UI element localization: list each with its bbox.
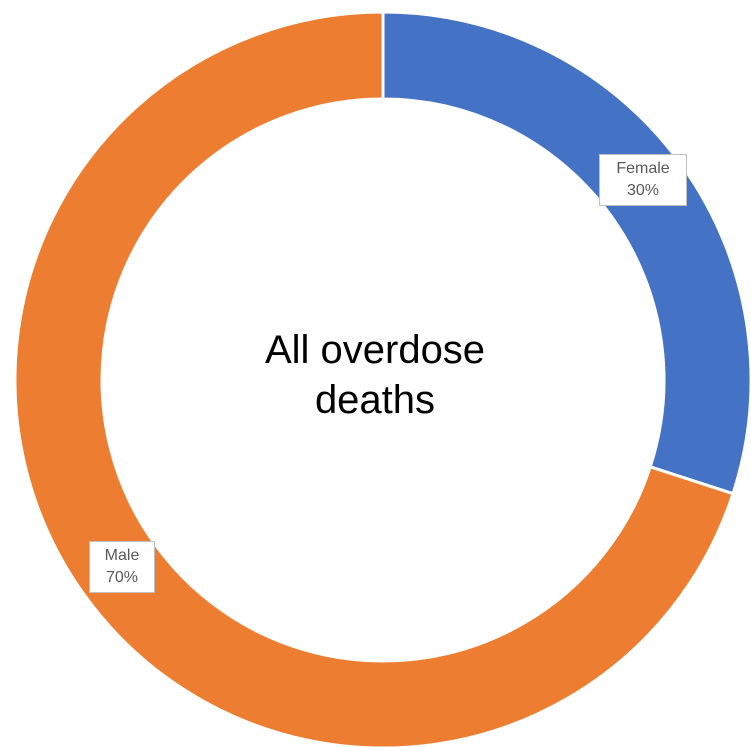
data-label-male: Male 70% <box>89 541 155 593</box>
data-label-male-percent: 70% <box>105 569 139 586</box>
data-label-female: Female 30% <box>599 154 687 206</box>
center-title: All overdose deaths <box>175 325 575 425</box>
data-label-female-name: Female <box>616 160 670 177</box>
slice-male <box>13 10 735 747</box>
slice-female <box>381 10 751 496</box>
data-label-female-percent: 30% <box>626 182 660 199</box>
center-title-line-1: All overdose <box>264 328 486 372</box>
center-title-line-2: deaths <box>314 378 436 422</box>
data-label-male-name: Male <box>104 547 140 564</box>
